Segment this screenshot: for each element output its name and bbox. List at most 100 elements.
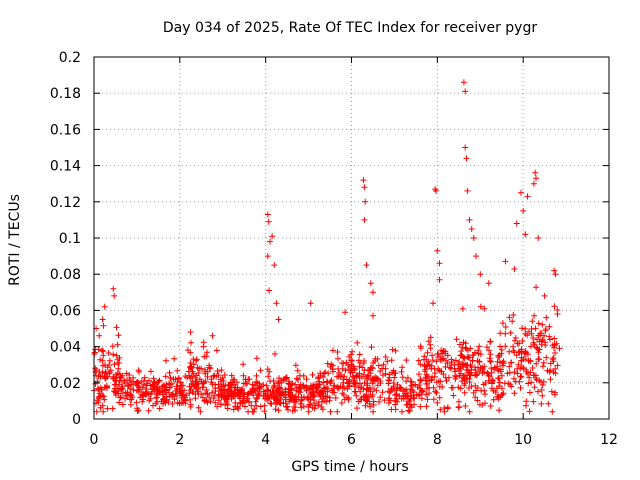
roti-point: [339, 390, 346, 397]
roti-point: [102, 368, 109, 375]
roti-point: [391, 370, 398, 377]
roti-point: [472, 382, 479, 389]
roti-point: [477, 271, 484, 278]
roti-point: [359, 364, 366, 371]
roti-point: [228, 372, 235, 379]
y-tick-label: 0.16: [50, 122, 81, 138]
roti-point: [551, 303, 558, 310]
roti-point: [388, 357, 395, 364]
roti-point: [93, 408, 100, 415]
roti-point: [339, 365, 346, 372]
roti-point: [496, 379, 503, 386]
roti-point: [547, 376, 554, 383]
roti-point: [200, 343, 207, 350]
roti-point: [424, 381, 431, 387]
roti-point: [303, 383, 310, 390]
roti-point: [551, 335, 558, 342]
roti-point: [265, 218, 272, 225]
roti-point: [192, 395, 199, 402]
roti-point: [436, 260, 443, 267]
roti-point: [536, 356, 542, 362]
roti-point: [547, 336, 553, 343]
roti-point: [295, 376, 301, 383]
roti-point: [201, 353, 208, 360]
roti-point: [542, 326, 549, 333]
roti-point: [282, 396, 289, 403]
roti-point: [475, 364, 482, 371]
roti-point: [134, 379, 141, 386]
roti-point: [158, 398, 165, 405]
roti-point: [353, 392, 360, 399]
roti-point: [130, 386, 137, 393]
roti-point: [198, 365, 205, 372]
roti-point: [407, 404, 414, 410]
roti-point: [529, 318, 536, 325]
roti-point: [95, 372, 102, 379]
y-tick-label: 0.08: [50, 267, 81, 283]
roti-point: [466, 385, 472, 391]
roti-point: [214, 403, 221, 410]
roti-point: [530, 180, 537, 187]
roti-point: [351, 388, 358, 395]
roti-point: [152, 400, 159, 407]
roti-point: [360, 394, 367, 401]
roti-point: [421, 353, 428, 360]
roti-point: [535, 320, 542, 327]
roti-point: [484, 344, 490, 351]
roti-point: [551, 267, 558, 274]
roti-point: [484, 370, 491, 377]
roti-point: [457, 370, 464, 377]
roti-point: [442, 374, 449, 381]
roti-point: [533, 175, 539, 182]
roti-point: [385, 380, 392, 387]
roti-point: [495, 367, 502, 374]
roti-point: [490, 396, 497, 403]
roti-point: [187, 349, 194, 356]
roti-point: [367, 403, 374, 410]
roti-point: [460, 339, 467, 346]
roti-point: [270, 392, 277, 399]
roti-point: [187, 329, 194, 336]
roti-point: [452, 357, 459, 364]
roti-point: [506, 314, 513, 321]
roti-point: [379, 389, 386, 396]
roti-point: [162, 373, 169, 380]
roti-point: [507, 381, 514, 388]
roti-point: [517, 365, 524, 372]
roti-point: [424, 396, 431, 403]
roti-point: [309, 383, 316, 390]
roti-point: [526, 374, 533, 381]
roti-point: [536, 338, 543, 345]
roti-point: [463, 362, 470, 369]
roti-point: [502, 343, 509, 350]
roti-point: [533, 284, 540, 291]
roti-point: [204, 391, 211, 398]
roti-point: [538, 400, 545, 407]
roti-point: [198, 378, 205, 385]
roti-point: [528, 379, 535, 386]
roti-point: [298, 397, 305, 404]
roti-point: [257, 367, 264, 374]
roti-point: [167, 381, 174, 388]
roti-point: [472, 371, 478, 378]
roti-point: [187, 375, 194, 382]
roti-point: [535, 235, 542, 241]
roti-point: [274, 380, 281, 387]
y-tick-label: 0.2: [59, 50, 81, 66]
roti-point: [292, 362, 299, 369]
roti-point: [399, 408, 405, 415]
roti-point: [388, 406, 395, 413]
roti-point: [419, 388, 426, 395]
roti-point: [537, 330, 544, 337]
roti-point: [399, 374, 406, 381]
roti-point: [422, 366, 429, 373]
roti-point: [511, 266, 518, 272]
roti-point: [121, 380, 128, 387]
roti-point: [243, 397, 250, 404]
roti-point: [181, 396, 188, 403]
roti-point: [341, 385, 348, 392]
roti-point: [379, 372, 386, 379]
roti-point: [539, 336, 546, 343]
roti-point: [355, 384, 362, 391]
roti-point: [492, 389, 499, 396]
